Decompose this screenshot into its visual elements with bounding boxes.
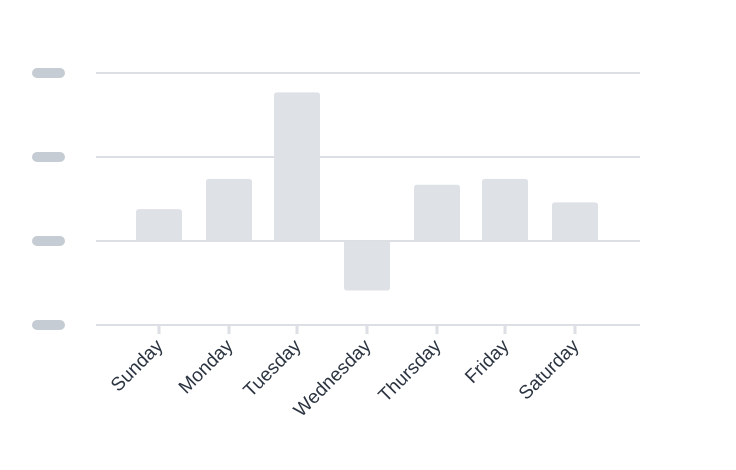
bar-wednesday <box>344 241 390 291</box>
bar-tuesday <box>274 92 320 241</box>
bar-friday <box>482 178 528 241</box>
y-tick-label-placeholder <box>32 152 65 162</box>
bar-sunday <box>136 209 182 241</box>
bar-saturday <box>552 202 598 241</box>
x-tick-label: Saturday <box>515 335 584 404</box>
x-tick-label: Friday <box>461 335 514 388</box>
x-tick-label: Monday <box>175 335 238 398</box>
y-tick-label-placeholder <box>32 68 65 78</box>
y-tick-label-placeholder <box>32 320 65 330</box>
bar-monday <box>206 178 252 241</box>
x-tick-label: Sunday <box>107 335 168 396</box>
x-tick-label: Thursday <box>375 335 446 406</box>
x-tick-label: Tuesday <box>240 335 306 401</box>
bar-thursday <box>414 184 460 241</box>
y-tick-label-placeholder <box>32 236 65 246</box>
